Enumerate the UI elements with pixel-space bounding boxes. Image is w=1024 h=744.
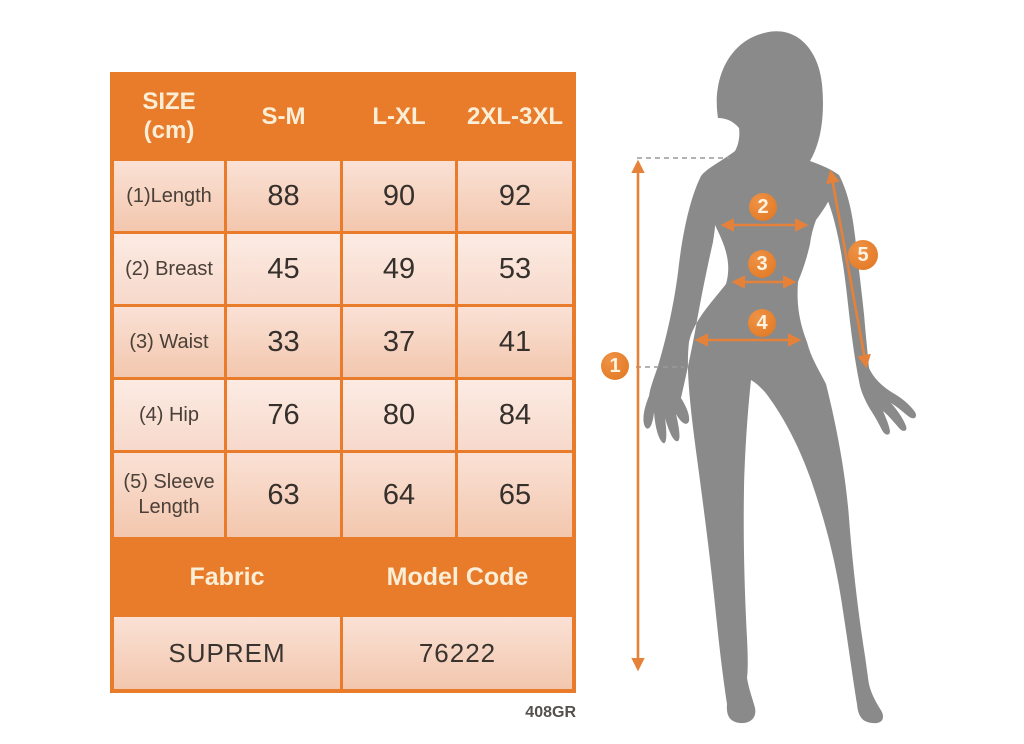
value-waist-2xl-3xl: 41	[458, 307, 572, 377]
marker-length: 1	[601, 352, 629, 380]
row-label-waist: (3) Waist	[114, 307, 224, 377]
value-length-2xl-3xl: 92	[458, 161, 572, 231]
fabric-header: Fabric	[114, 540, 340, 614]
column-header-l-xl: L-XL	[343, 76, 455, 158]
sleeve-arrow	[826, 169, 871, 369]
column-header-s-m: S-M	[227, 76, 340, 158]
fabric-value: SUPREM	[114, 617, 340, 689]
value-waist-l-xl: 37	[343, 307, 455, 377]
marker-waist: 3	[748, 250, 776, 278]
column-header-2xl-3xl: 2XL-3XL	[458, 76, 572, 158]
size-header-line1: SIZE	[142, 88, 196, 116]
body-measurement-diagram	[631, 31, 917, 724]
value-waist-s-m: 33	[227, 307, 340, 377]
value-hip-l-xl: 80	[343, 380, 455, 450]
value-sleeve-s-m: 63	[227, 453, 340, 537]
value-breast-s-m: 45	[227, 234, 340, 304]
marker-sleeve: 5	[848, 240, 878, 270]
value-length-l-xl: 90	[343, 161, 455, 231]
value-breast-2xl-3xl: 53	[458, 234, 572, 304]
value-hip-2xl-3xl: 84	[458, 380, 572, 450]
value-hip-s-m: 76	[227, 380, 340, 450]
size-table: SIZE (cm) S-M L-XL 2XL-3XL (1)Length 88 …	[110, 72, 576, 693]
model-code-header: Model Code	[343, 540, 572, 614]
row-label-sleeve-length: (5) Sleeve Length	[114, 453, 224, 537]
marker-breast: 2	[749, 193, 777, 221]
row-label-length: (1)Length	[114, 161, 224, 231]
value-sleeve-2xl-3xl: 65	[458, 453, 572, 537]
size-header-line2: (cm)	[143, 117, 195, 144]
table-header-size: SIZE (cm)	[114, 76, 224, 158]
marker-hip: 4	[748, 309, 776, 337]
model-code-value: 76222	[343, 617, 572, 689]
value-sleeve-l-xl: 64	[343, 453, 455, 537]
woman-silhouette-icon	[643, 31, 917, 724]
product-code-text: 408GR	[525, 704, 576, 721]
row-label-hip: (4) Hip	[114, 380, 224, 450]
value-breast-l-xl: 49	[343, 234, 455, 304]
value-length-s-m: 88	[227, 161, 340, 231]
row-label-breast: (2) Breast	[114, 234, 224, 304]
